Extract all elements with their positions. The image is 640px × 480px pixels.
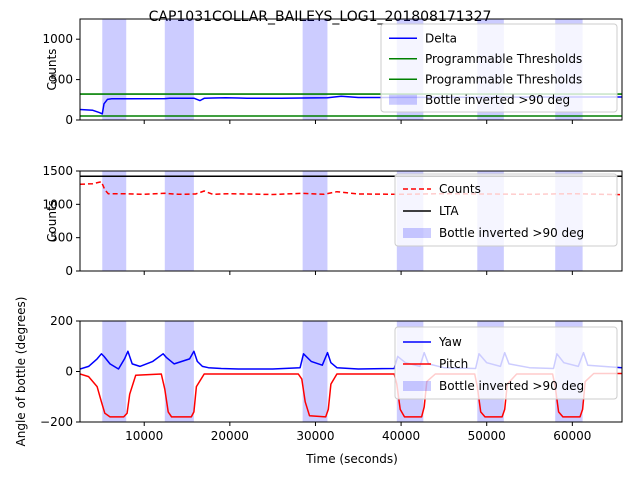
angle-legend-label-3: Bottle inverted >90 deg bbox=[439, 379, 584, 393]
counts-inverted-band-3 bbox=[302, 171, 328, 271]
delta-legend-label-2: Programmable Thresholds bbox=[425, 52, 582, 66]
angle-y-tick-label-2: 0 bbox=[65, 365, 73, 379]
counts-inverted-band-1 bbox=[102, 171, 127, 271]
angle-y-axis-label: Angle of bottle (degrees) bbox=[14, 297, 28, 447]
delta-inverted-band-1 bbox=[102, 19, 127, 120]
delta-legend-label-4: Bottle inverted >90 deg bbox=[425, 93, 570, 107]
angle-y-tick-label-3: 200 bbox=[50, 314, 73, 328]
delta-legend-label-1: Delta bbox=[425, 31, 457, 45]
counts-legend-label-2: LTA bbox=[439, 204, 459, 218]
delta-legend-label-3: Programmable Thresholds bbox=[425, 72, 582, 86]
delta-legend: Delta Programmable Thresholds Programmable… bbox=[380, 23, 618, 113]
delta-y-axis-label: Counts bbox=[45, 49, 59, 91]
counts-legend-box bbox=[394, 173, 618, 247]
x-tick-label-6: 60000 bbox=[553, 429, 591, 443]
panel-delta: 0 500 1000 Counts Delta Programmable Threshol… bbox=[42, 18, 623, 127]
counts-y-tick-label-3: 1000 bbox=[42, 197, 73, 211]
angle-legend-swatch-3 bbox=[403, 381, 431, 391]
angle-legend-label-1: Yaw bbox=[438, 335, 462, 349]
counts-legend: Counts LTA Bottle inverted >90 deg bbox=[394, 173, 618, 247]
delta-y-tick-label-1: 0 bbox=[65, 113, 73, 127]
delta-inverted-band-3 bbox=[302, 19, 328, 120]
figure-title: CAP1031COLLAR_BAILEYS_LOG1_201808171327 bbox=[149, 9, 492, 25]
delta-y-tick-label-3: 1000 bbox=[42, 32, 73, 46]
x-tick-label-4: 40000 bbox=[382, 429, 420, 443]
x-tick-label-3: 30000 bbox=[296, 429, 334, 443]
x-tick-label-2: 20000 bbox=[211, 429, 249, 443]
angle-legend-box bbox=[394, 326, 618, 400]
counts-legend-swatch-3 bbox=[403, 228, 431, 238]
delta-inverted-band-2 bbox=[164, 19, 194, 120]
counts-y-axis-label: Counts bbox=[45, 200, 59, 242]
delta-legend-swatch-4 bbox=[389, 94, 417, 105]
x-axis-label: Time (seconds) bbox=[305, 452, 398, 466]
delta-series-delta-1 bbox=[80, 95, 622, 115]
counts-legend-label-1: Counts bbox=[439, 182, 481, 196]
delta-axes-frame bbox=[79, 18, 623, 121]
counts-y-tick-label-4: 1500 bbox=[42, 164, 73, 178]
counts-y-tick-label-2: 500 bbox=[50, 231, 73, 245]
angle-legend: Yaw Pitch Bottle inverted >90 deg bbox=[394, 326, 618, 400]
counts-y-tick-label-1: 0 bbox=[65, 264, 73, 278]
angle-y-tick-label-1: −200 bbox=[40, 415, 73, 429]
delta-legend-box bbox=[380, 23, 618, 113]
angle-inverted-band-1 bbox=[102, 321, 127, 422]
angle-inverted-band-2 bbox=[164, 321, 194, 422]
panel-angle: −200 0 200 10000 20000 30000 40000 50000 60000 An… bbox=[14, 297, 623, 447]
x-tick-label-1: 10000 bbox=[125, 429, 163, 443]
counts-axes-frame bbox=[79, 170, 623, 272]
panel-counts: 0 500 1000 1500 Counts Counts LTA Bottle invert… bbox=[42, 164, 623, 278]
angle-legend-label-2: Pitch bbox=[439, 357, 468, 371]
delta-y-tick-label-2: 500 bbox=[50, 73, 73, 87]
counts-inverted-band-2 bbox=[164, 171, 194, 271]
x-tick-label-5: 50000 bbox=[468, 429, 506, 443]
counts-legend-label-3: Bottle inverted >90 deg bbox=[439, 226, 584, 240]
